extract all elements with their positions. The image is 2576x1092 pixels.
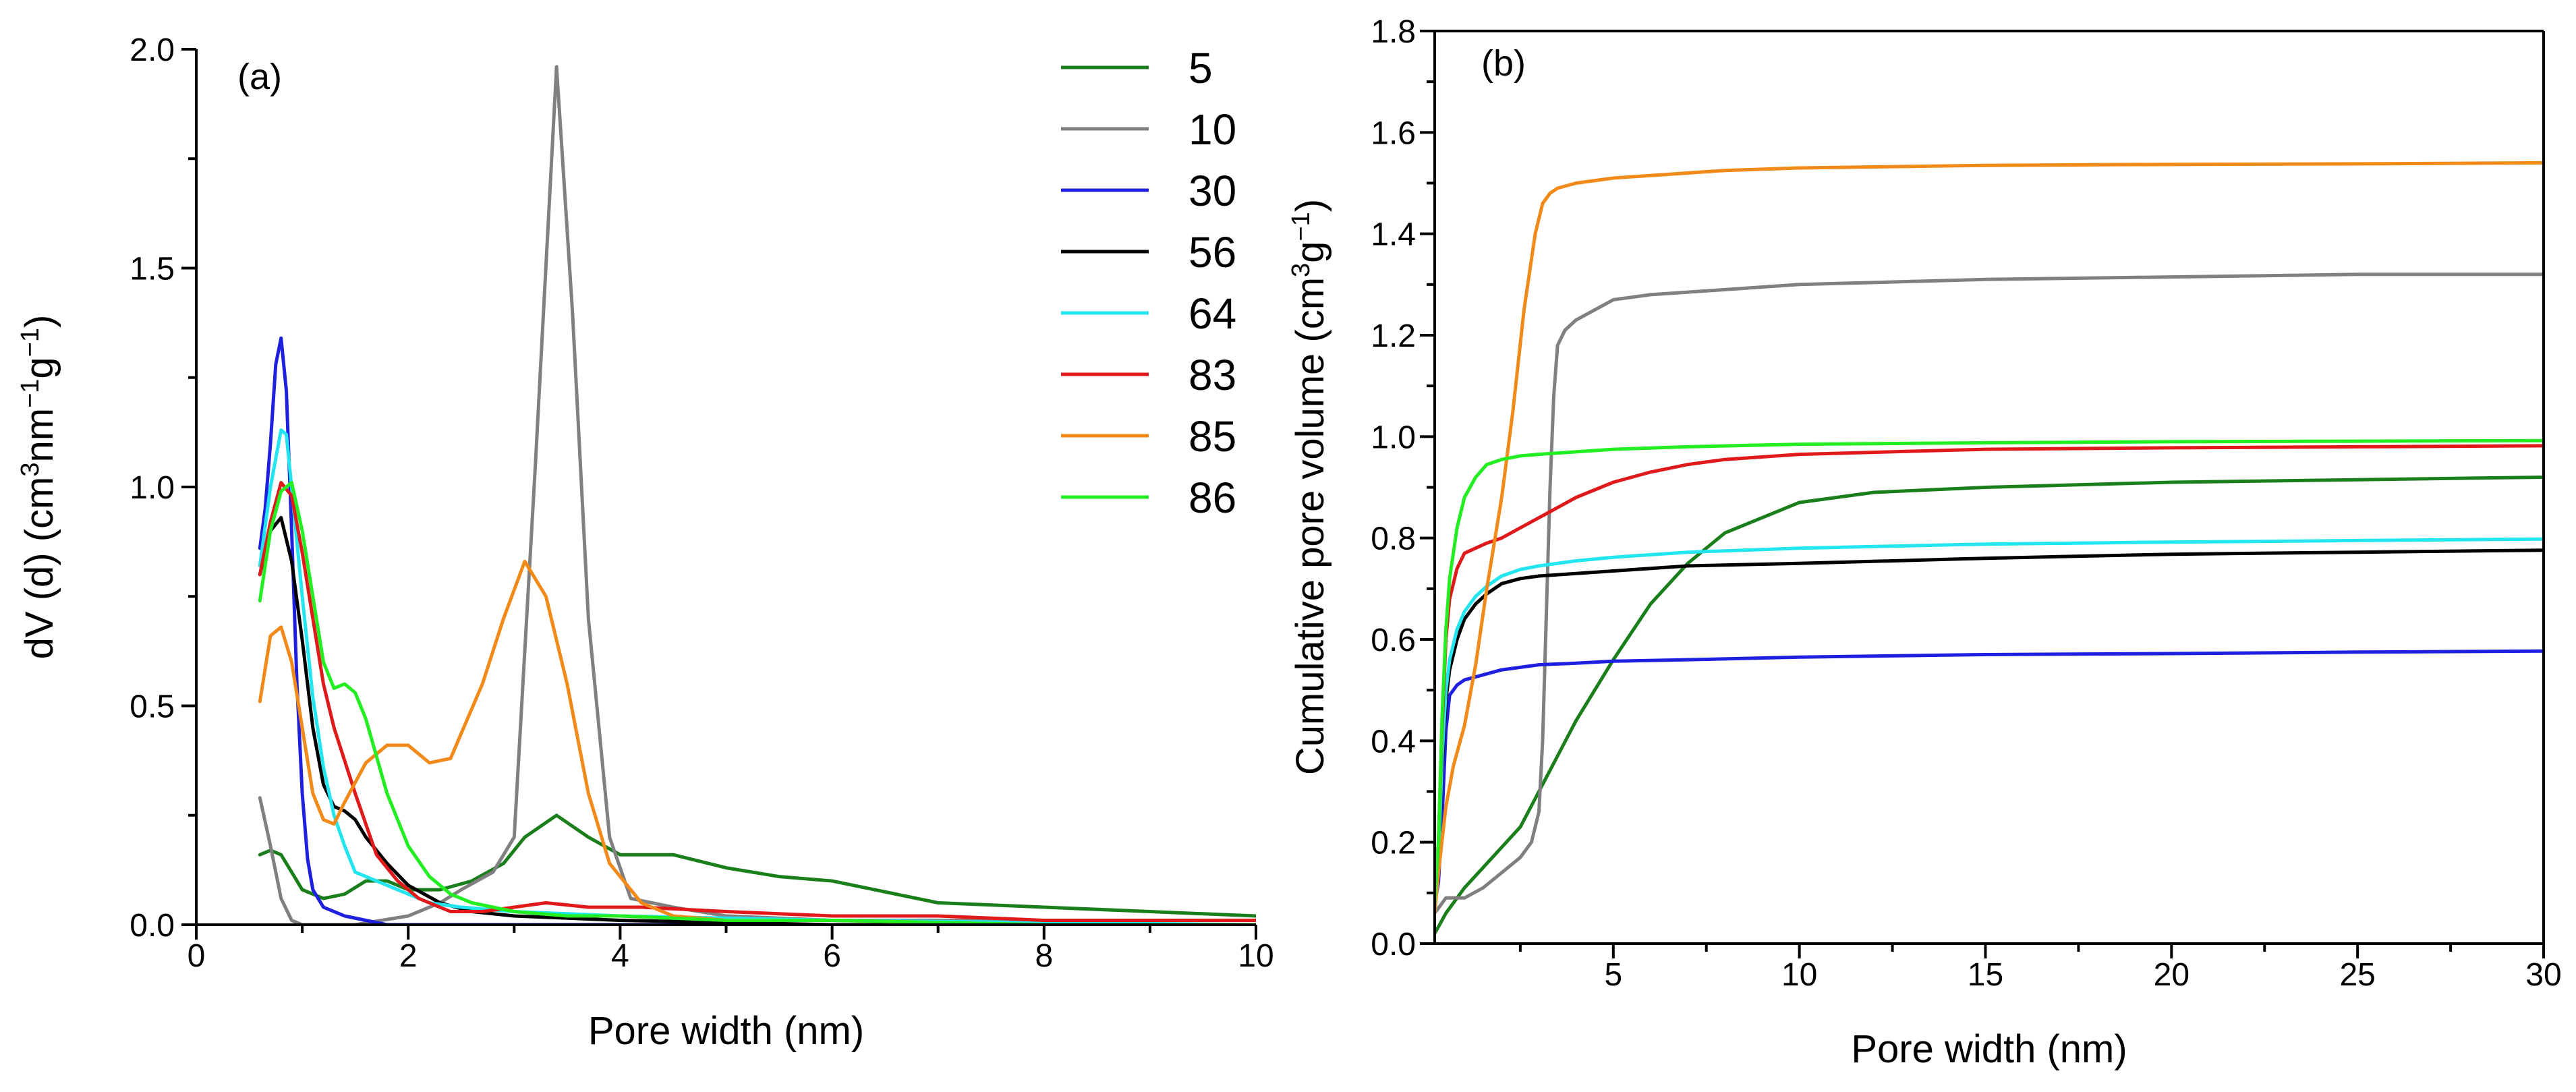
series-line-64 bbox=[1435, 537, 2544, 905]
y-tick-label: 1.4 bbox=[1371, 217, 1416, 253]
y-tick-label: 0.6 bbox=[1371, 623, 1416, 658]
series-line-30 bbox=[1435, 649, 2544, 905]
chart-panel-b: (b) 5 10 15 20 25 30 0.0 0.2 0.4 0.6 0.8 1.0 1.2 1.4 1… bbox=[1287, 14, 2562, 1071]
legend-entry: 30 bbox=[1061, 167, 1236, 215]
x-tick-label: 6 bbox=[823, 938, 841, 974]
legend-entry: 83 bbox=[1061, 351, 1236, 399]
series-line-85 bbox=[258, 559, 1256, 925]
series-line-64 bbox=[258, 428, 1256, 925]
panel-label-b: (b) bbox=[1481, 43, 1526, 84]
x-tick-label: 10 bbox=[1781, 957, 1817, 993]
series-line-30 bbox=[258, 336, 1256, 925]
series-line-83 bbox=[1435, 444, 2544, 895]
series-line-86 bbox=[258, 481, 1256, 925]
legend-label: 5 bbox=[1189, 44, 1213, 92]
legend-label: 30 bbox=[1189, 167, 1236, 215]
legend-entry: 64 bbox=[1061, 289, 1236, 338]
y-tick-label: 1.2 bbox=[1371, 318, 1416, 354]
y-tick-label: 0.4 bbox=[1371, 724, 1416, 759]
series-line-56 bbox=[258, 515, 1256, 925]
y-tick-label: 1.8 bbox=[1371, 14, 1416, 50]
y-tick-label: 1.6 bbox=[1371, 115, 1416, 151]
legend: 5 10 30 56 64 83 85 86 bbox=[1061, 44, 1236, 522]
chart-panel-a: (a) 0 2 4 6 8 10 0.0 0.5 1.0 1.5 2.0 Pore width (nm… bbox=[16, 32, 1274, 1053]
y-axis-title: Cumulative pore volume (cm3g−1) bbox=[1287, 199, 1332, 775]
x-tick-label: 25 bbox=[2339, 957, 2375, 993]
y-tick-label: 1.5 bbox=[130, 252, 175, 287]
y-tick-label: 2.0 bbox=[130, 32, 175, 68]
x-tick-label: 0 bbox=[188, 938, 206, 974]
x-tick-label: 15 bbox=[1968, 957, 2003, 993]
x-tick-label: 10 bbox=[1238, 938, 1273, 974]
legend-entry: 5 bbox=[1061, 44, 1213, 92]
x-tick-label: 2 bbox=[399, 938, 418, 974]
legend-label: 83 bbox=[1189, 351, 1236, 399]
legend-entry: 10 bbox=[1061, 105, 1236, 154]
x-tick-label: 5 bbox=[1604, 957, 1622, 993]
legend-label: 56 bbox=[1189, 228, 1236, 277]
x-tick-label: 30 bbox=[2525, 957, 2561, 993]
legend-entry: 56 bbox=[1061, 228, 1236, 277]
x-tick-label: 4 bbox=[611, 938, 629, 974]
series-line-10 bbox=[1435, 272, 2544, 915]
x-tick-label: 20 bbox=[2154, 957, 2189, 993]
legend-label: 64 bbox=[1189, 289, 1236, 338]
legend-label: 86 bbox=[1189, 473, 1236, 522]
y-tick-label: 1.0 bbox=[1371, 420, 1416, 455]
y-tick-label: 0.8 bbox=[1371, 521, 1416, 557]
series-line-83 bbox=[258, 481, 1256, 922]
y-tick-label: 0.0 bbox=[1371, 927, 1416, 962]
series-line-85 bbox=[1435, 161, 2544, 915]
y-tick-label: 1.0 bbox=[130, 470, 175, 506]
y-tick-label: 0.5 bbox=[130, 689, 175, 725]
legend-entry: 85 bbox=[1061, 412, 1236, 461]
x-tick-label: 8 bbox=[1035, 938, 1053, 974]
legend-entry: 86 bbox=[1061, 473, 1236, 522]
y-axis-title: dV (d) (cm3nm−1g−1) bbox=[16, 315, 61, 660]
legend-label: 10 bbox=[1189, 105, 1236, 154]
y-tick-label: 0.2 bbox=[1371, 826, 1416, 861]
x-axis-title: Pore width (nm) bbox=[1851, 1027, 2127, 1071]
series-line-86 bbox=[1435, 438, 2544, 905]
y-tick-label: 0.0 bbox=[130, 908, 175, 944]
panel-label-a: (a) bbox=[237, 57, 282, 97]
series-line-5 bbox=[258, 813, 1256, 918]
legend-label: 85 bbox=[1189, 412, 1236, 461]
series-line-56 bbox=[1435, 548, 2544, 905]
x-axis-title: Pore width (nm) bbox=[588, 1009, 864, 1053]
